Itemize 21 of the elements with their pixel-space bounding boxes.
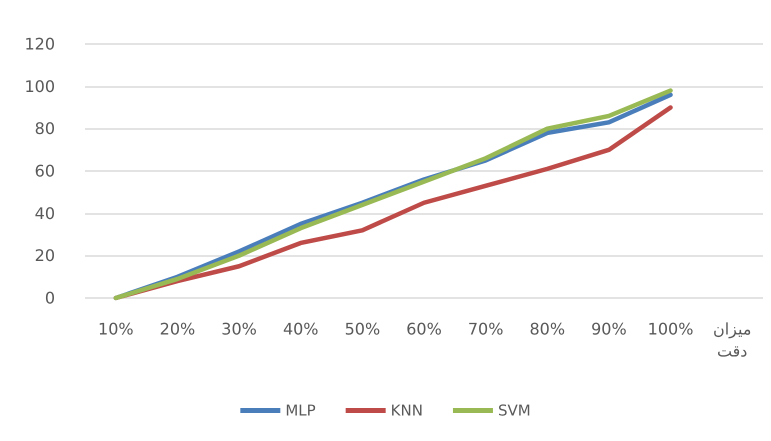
x-tick-label: 60% bbox=[406, 320, 442, 338]
y-tick-label: 20 bbox=[34, 246, 55, 266]
x-tick-label: 90% bbox=[591, 320, 627, 338]
x-tick-label: 100% bbox=[648, 320, 694, 338]
legend-label: KNN bbox=[390, 402, 423, 420]
legend-label: MLP bbox=[285, 402, 316, 420]
y-tick-label: 120 bbox=[24, 34, 55, 54]
x-tick-label: 30% bbox=[221, 320, 257, 338]
x-tick-label: 40% bbox=[282, 320, 319, 338]
x-tick-label: 70% bbox=[468, 320, 504, 338]
y-tick-label: 80 bbox=[34, 119, 55, 138]
x-tick-label: 50% bbox=[344, 320, 380, 338]
x-tick-label: 10% bbox=[98, 320, 134, 338]
y-tick-label: 40 bbox=[34, 204, 55, 223]
y-tick-label: 100 bbox=[24, 76, 55, 96]
y-tick-label: 0 bbox=[44, 288, 55, 308]
x-tick-label: میزان دقت bbox=[712, 320, 752, 360]
x-tick-label: 20% bbox=[160, 320, 196, 338]
legend-label: SVM bbox=[498, 402, 531, 420]
y-tick-label: 60 bbox=[34, 162, 55, 180]
x-tick-label: 80% bbox=[529, 320, 566, 338]
